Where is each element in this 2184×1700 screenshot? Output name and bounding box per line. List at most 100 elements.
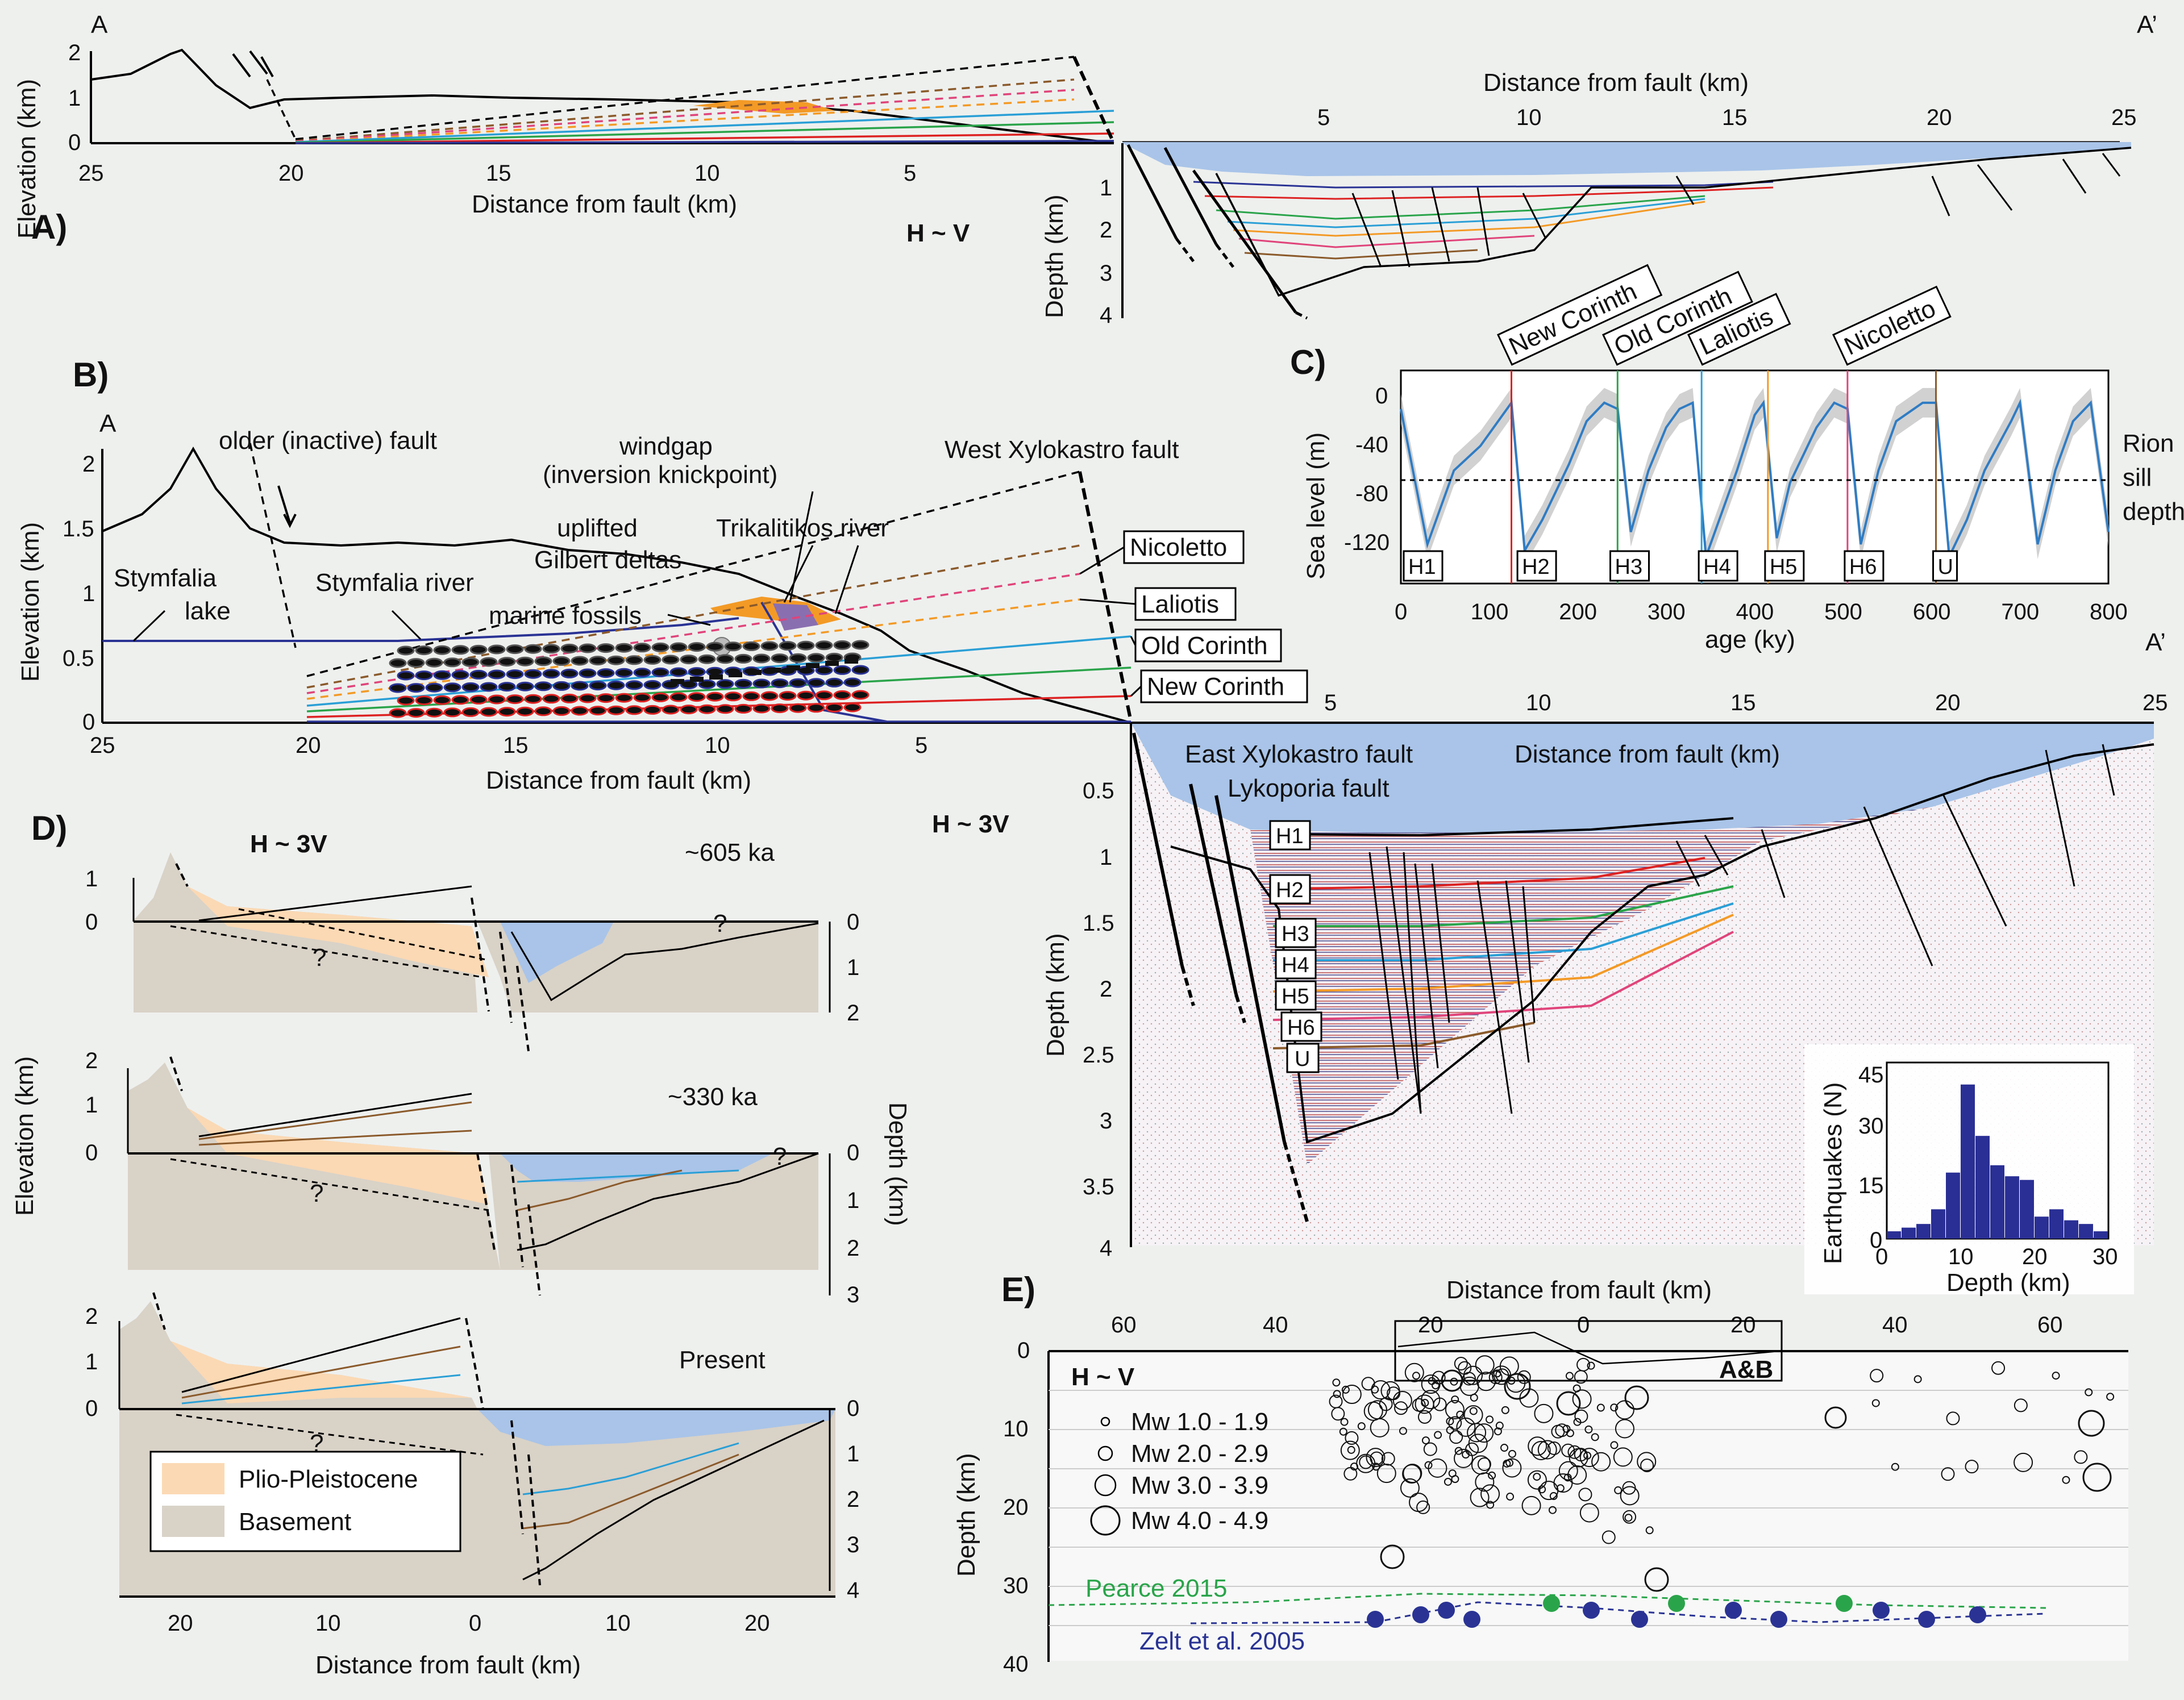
fossil-sample-dot	[389, 683, 407, 693]
fossil-sample-dot	[389, 708, 407, 718]
earthquake-circle-large	[1624, 1385, 1649, 1410]
earthquake-circle	[1615, 1400, 1634, 1420]
earthquake-circle	[2106, 1393, 2115, 1401]
earthquake-circle-large	[1441, 1369, 1463, 1392]
fossil-sample-dot	[851, 665, 870, 675]
earthquake-circle	[1574, 1370, 1588, 1384]
c-age-tick: 400	[1736, 599, 1774, 624]
fossil-sample-dash	[767, 668, 781, 673]
earthquake-circle	[1517, 1370, 1531, 1384]
panel-b: B) A 2 1.5 1 0.5 0 Elevation (km) 25 20 …	[16, 356, 1308, 858]
fossil-sample-dot	[480, 682, 498, 692]
c-horizon-box	[1698, 550, 1738, 582]
earthquake-circle	[1870, 1369, 1884, 1383]
e-x-60a: 60	[1111, 1313, 1137, 1338]
earthquake-circle-large	[1380, 1544, 1405, 1569]
earthquake-circle	[1587, 1361, 1595, 1370]
legend-plio: Plio-Pleistocene	[239, 1465, 418, 1493]
fossil-sample-dot	[433, 645, 451, 655]
earthquake-circle	[1488, 1471, 1496, 1480]
hist-bar	[2020, 1180, 2034, 1239]
seis-tick-20: 20	[1935, 690, 1961, 715]
fossil-sample-dot	[833, 640, 851, 650]
fossil-sample-dot	[688, 642, 706, 652]
fossil-sample-dot	[589, 656, 607, 666]
fossil-sample-dot	[625, 705, 643, 715]
moho-point	[1668, 1595, 1685, 1612]
fossil-sample-dot	[734, 653, 752, 664]
fossil-sample-dot	[552, 706, 571, 716]
d-age-present: Present	[679, 1346, 766, 1374]
earthquake-circle	[1567, 1445, 1582, 1459]
d-x-10b: 10	[605, 1611, 631, 1636]
d2-elev-0: 0	[85, 1140, 98, 1165]
earthquake-circle	[1454, 1357, 1468, 1371]
fossil-sample-dot	[752, 653, 771, 664]
earthquake-circle	[1404, 1363, 1424, 1382]
earthquake-circle	[1421, 1390, 1441, 1410]
earthquake-circle	[1941, 1467, 1955, 1481]
fossil-sample-dot	[680, 655, 698, 665]
fossil-sample-dash	[806, 663, 819, 668]
earthquake-circle	[1366, 1448, 1386, 1468]
earthquake-circle	[1565, 1372, 1574, 1380]
earthquake-circle	[1339, 1427, 1347, 1436]
moho-point	[1770, 1611, 1787, 1628]
earthquake-circle	[1548, 1506, 1557, 1514]
fossil-sample-dot	[662, 655, 680, 665]
c-y-axis-label: Sea level (m)	[1302, 432, 1330, 580]
earthquake-circle	[1508, 1449, 1516, 1458]
fossil-sample-dot	[597, 668, 615, 678]
a-elev-tick-0: 0	[68, 130, 81, 155]
panel-b-label: B)	[73, 356, 109, 394]
b-elev-tick-1: 1	[82, 581, 95, 606]
terrace-old-corinth: Old Corinth	[1141, 632, 1268, 660]
a-right-tick-5: 5	[1317, 105, 1330, 130]
fossil-sample-dot	[407, 683, 425, 693]
earthquake-circle	[1563, 1473, 1572, 1482]
b-dist-tick-20: 20	[296, 733, 321, 758]
sea-level-curve	[1400, 370, 2110, 584]
d-age-605: ~605 ka	[685, 839, 775, 866]
d3-elev-1: 1	[85, 1349, 98, 1374]
seis-depth-axis-label: Depth (km)	[1042, 933, 1070, 1057]
fossil-sample-dot	[498, 707, 516, 717]
seis-east-fault-label: East Xylokastro fault	[1185, 740, 1413, 768]
earthquake-circle	[1534, 1403, 1554, 1423]
earthquake-circle	[1551, 1424, 1565, 1439]
d3-elev-0: 0	[85, 1396, 98, 1421]
earthquake-circle	[2062, 1476, 2070, 1484]
seis-depth-tick-1: 1	[1100, 845, 1112, 870]
seis-depth-tick-3: 3	[1100, 1109, 1112, 1134]
earthquake-circle	[1579, 1503, 1599, 1523]
fossil-sample-dot	[607, 705, 625, 715]
fossil-sample-dot	[752, 703, 771, 714]
fossil-sample-dot	[797, 690, 815, 701]
b-gilbert-label: Gilbert deltas	[534, 546, 681, 574]
c-horizon-box	[1764, 550, 1805, 582]
sea-level-uncertainty-band	[1401, 388, 2108, 572]
a-depth-tick-1: 1	[1100, 176, 1112, 201]
earthquake-circle	[1421, 1374, 1441, 1394]
hist-x-0: 0	[1875, 1244, 1888, 1269]
earthquake-circle	[1341, 1385, 1350, 1394]
earthquake-circle	[1359, 1455, 1373, 1469]
fossil-sample-dot	[469, 694, 488, 705]
d3-elev-2: 2	[85, 1304, 98, 1329]
e-x-60b: 60	[2037, 1313, 2063, 1338]
seis-end-label: A’	[2145, 628, 2166, 656]
seis-tick-15: 15	[1730, 690, 1756, 715]
fossil-sample-dot	[589, 681, 607, 691]
fossil-sample-dot	[633, 668, 651, 678]
hist-x-10: 10	[1948, 1244, 1974, 1269]
earthquake-circle	[1871, 1399, 1880, 1407]
fossil-sample-dot	[480, 657, 498, 667]
hist-bar	[2094, 1231, 2108, 1239]
d3-depth-1: 1	[847, 1441, 859, 1466]
moho-point	[1583, 1602, 1600, 1619]
c-y-120: -120	[1344, 530, 1390, 555]
c-horizon-label: H5	[1770, 555, 1798, 579]
earthquake-circle	[1469, 1407, 1478, 1415]
e-x-label: Distance from fault (km)	[1446, 1276, 1712, 1304]
panel-a: A) A A’ 2 1 0 Elevation (km) 25 20 15 10…	[13, 11, 2157, 328]
